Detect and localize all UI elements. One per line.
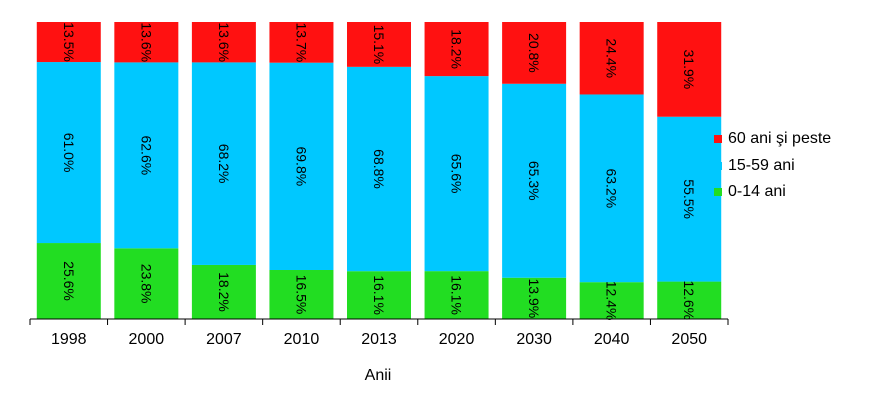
data-label: 25.6%: [61, 261, 77, 301]
bar-segment: [269, 269, 334, 319]
x-axis: 1998 2000 2007 2010 2013 2020 2030 2040 2050: [29, 318, 729, 348]
bar-segment: [579, 282, 644, 319]
x-tick-label: 2000: [129, 331, 165, 348]
bar-segment: [502, 277, 567, 319]
data-label: 18.2%: [216, 272, 232, 312]
data-label: 61.0%: [61, 133, 77, 173]
data-label: 16.5%: [293, 275, 309, 315]
legend-label: 60 ani şi peste: [728, 130, 832, 148]
legend-item: 60 ani şi peste: [714, 126, 831, 153]
bar-segment: [114, 22, 179, 63]
data-label: 65.3%: [526, 161, 542, 201]
legend-item: 15-59 ani: [714, 153, 831, 180]
bar-segment: [347, 66, 411, 272]
x-tick-label: 2007: [206, 331, 242, 348]
x-tick-label: 2010: [284, 331, 320, 348]
bar-segment: [36, 243, 101, 319]
bar-segment: [657, 281, 722, 319]
bar-segment: [269, 22, 334, 63]
bar-segment: [502, 83, 567, 278]
x-tick-label: 2050: [671, 331, 707, 348]
data-label: 15.1%: [371, 25, 387, 65]
data-label: 68.8%: [371, 149, 387, 189]
bar-segment: [191, 22, 256, 63]
legend-item: 0-14 ani: [714, 179, 831, 206]
legend-label: 0-14 ani: [728, 183, 786, 201]
data-label: 16.1%: [449, 275, 465, 315]
bar-segment: [579, 94, 644, 283]
bar-segment: [114, 248, 179, 319]
bar-segment: [424, 76, 489, 272]
data-label: 20.8%: [526, 33, 542, 73]
bar-segment: [347, 271, 411, 319]
bar-segment: [657, 22, 722, 117]
data-label: 55.5%: [681, 179, 697, 219]
x-tick-label: 2020: [439, 331, 475, 348]
data-label: 65.6%: [449, 154, 465, 194]
bar-segment: [36, 62, 101, 244]
x-tick-label: 1998: [51, 331, 87, 348]
legend-swatch: [714, 161, 722, 170]
bar-segment: [269, 62, 334, 270]
data-label: 16.1%: [371, 275, 387, 315]
bar-segment: [191, 62, 256, 265]
bar-segment: [191, 264, 256, 319]
bar-segment: [347, 22, 411, 67]
data-label: 13.7%: [293, 22, 309, 62]
data-label: 62.6%: [138, 136, 154, 176]
x-tick-label: 2040: [594, 331, 630, 348]
bar-segment: [424, 271, 489, 319]
data-label: 12.4%: [604, 281, 620, 321]
legend-label: 15-59 ani: [728, 156, 795, 174]
bar-segment: [114, 62, 179, 249]
data-label: 63.2%: [604, 168, 620, 208]
data-label: 23.8%: [138, 264, 154, 304]
data-label: 13.9%: [526, 279, 542, 319]
x-tick-label: 2013: [361, 331, 397, 348]
bars-group: 25.6% 61.0% 13.5% 23.8% 62.6% 13.6% 18.2% 68.2%…: [36, 22, 722, 321]
x-axis-title: Anii: [365, 367, 392, 384]
bar-segment: [579, 22, 644, 95]
bar-segment: [36, 22, 101, 63]
data-label: 13.6%: [216, 22, 232, 62]
data-label: 13.6%: [138, 22, 154, 62]
bar-segment: [424, 22, 489, 77]
data-label: 12.6%: [681, 280, 697, 320]
legend-swatch: [714, 135, 722, 144]
data-label: 18.2%: [449, 29, 465, 69]
data-label: 69.8%: [293, 146, 309, 186]
data-label: 24.4%: [604, 38, 620, 78]
legend: 60 ani şi peste 15-59 ani 0-14 ani: [714, 126, 831, 206]
data-label: 13.5%: [61, 22, 77, 62]
bar-segment: [657, 116, 722, 282]
data-label: 68.2%: [216, 144, 232, 184]
bar-segment: [502, 22, 567, 84]
legend-swatch: [714, 188, 722, 197]
x-tick-label: 2030: [516, 331, 552, 348]
data-label: 31.9%: [681, 50, 697, 90]
